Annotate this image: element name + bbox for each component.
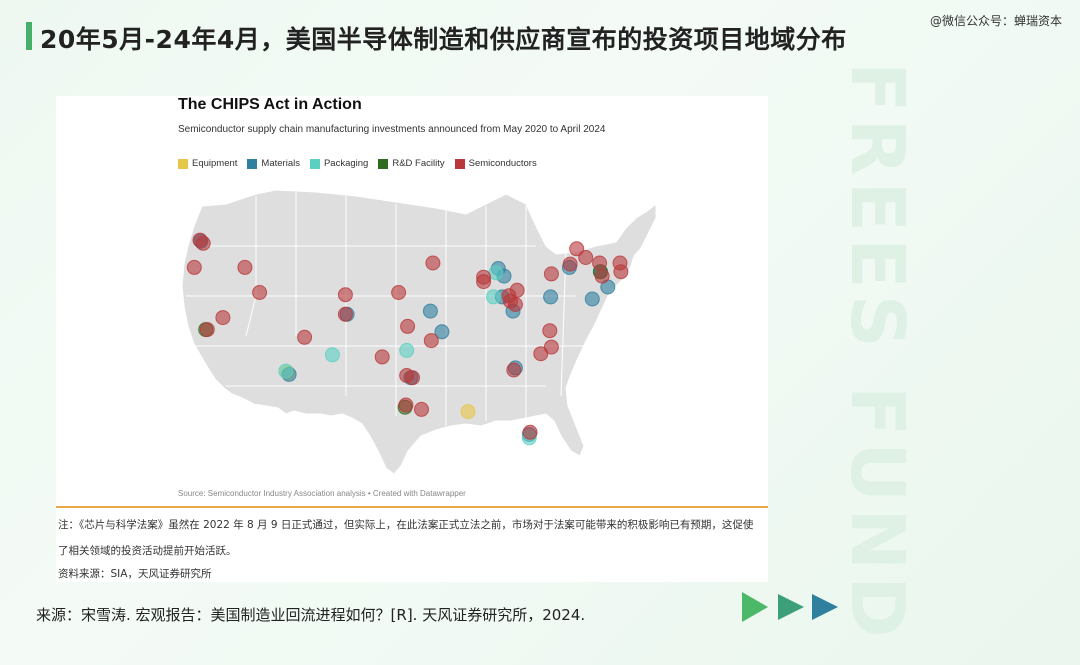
marker-semiconductors [425, 255, 441, 271]
map-source: Source: Semiconductor Industry Associati… [178, 489, 466, 498]
legend-label: Semiconductors [468, 158, 537, 169]
legend-label: Equipment [192, 158, 238, 169]
marker-semiconductors [337, 287, 353, 303]
legend-item-materials: Materials [247, 158, 300, 169]
marker-semiconductors [509, 282, 525, 298]
legend-swatch [454, 158, 465, 169]
marker-semiconductors [578, 250, 594, 265]
marker-semiconductors [594, 268, 610, 284]
marker-semiconductors [374, 349, 390, 365]
legend-swatch [178, 158, 188, 169]
arrow-icon [812, 594, 838, 620]
watermark-text: FREES FUND [834, 62, 920, 644]
marker-semiconductors [562, 256, 578, 272]
legend-label: R&D Facility [392, 158, 445, 169]
marker-semiconductors [199, 322, 215, 338]
map-title: The CHIPS Act in Action [178, 96, 362, 113]
marker-packaging [278, 363, 294, 379]
legend-swatch [247, 158, 258, 169]
marker-semiconductors [543, 339, 559, 355]
marker-materials [434, 324, 450, 340]
legend: Equipment Materials Packaging R&D Facili… [178, 158, 537, 169]
marker-semiconductors [414, 401, 429, 417]
note-text: 注：《芯片与科学法案》虽然在 2022 年 8 月 9 日正式通过，但实际上，在… [58, 519, 754, 557]
investment-markers [186, 232, 629, 446]
marker-semiconductors [507, 297, 523, 312]
marker-semiconductors [522, 424, 538, 440]
marker-equipment [460, 404, 476, 420]
arrow-icon [778, 594, 804, 620]
bottom-source: 来源：宋雪涛. 宏观报告：美国制造业回流进程如何？[R]. 天风证券研究所，20… [36, 606, 586, 624]
marker-semiconductors [569, 241, 585, 257]
marker-semiconductors [215, 310, 231, 326]
legend-swatch [378, 158, 389, 169]
arrow-icon [742, 592, 768, 622]
marker-packaging [324, 347, 340, 363]
marker-materials [543, 289, 559, 305]
marker-semiconductors [237, 259, 253, 275]
us-land-outline [181, 189, 657, 475]
marker-packaging [399, 342, 415, 358]
map-figure-card: The CHIPS Act in Action Semiconductor su… [56, 96, 768, 582]
marker-materials [584, 291, 600, 307]
legend-item-equipment: Equipment [178, 158, 237, 169]
page-title: 20年5月-24年4月，美国半导体制造和供应商宣布的投资项目地域分布 [40, 25, 847, 54]
us-map [181, 189, 657, 475]
wechat-account-label: @微信公众号：蝉瑞资本 [929, 14, 1062, 28]
map-subtitle: Semiconductor supply chain manufacturing… [178, 124, 606, 135]
marker-semiconductors [542, 323, 558, 339]
legend-item-rd-facility: R&D Facility [378, 158, 445, 169]
divider [56, 506, 768, 508]
marker-semiconductors [398, 397, 414, 413]
marker-semiconductors [186, 259, 202, 275]
marker-materials [422, 303, 438, 319]
marker-semiconductors [543, 266, 559, 282]
marker-packaging [485, 289, 501, 305]
marker-semiconductors [476, 269, 492, 285]
arrow-decoration [742, 592, 838, 622]
marker-semiconductors [533, 346, 549, 362]
legend-item-semiconductors: Semiconductors [454, 158, 537, 169]
marker-semiconductors [400, 318, 416, 334]
marker-semiconductors [297, 329, 313, 345]
legend-label: Packaging [323, 158, 369, 169]
marker-semiconductors [612, 255, 628, 271]
legend-label: Materials [261, 158, 300, 169]
legend-item-packaging: Packaging [309, 158, 369, 169]
marker-semiconductors [252, 285, 268, 300]
marker-semiconductors [423, 333, 439, 349]
marker-semiconductors [399, 368, 415, 383]
marker-semiconductors [337, 306, 353, 322]
marker-semiconductors [592, 255, 608, 271]
marker-semiconductors [391, 285, 407, 300]
data-source: 资料来源：SIA，天风证券研究所 [58, 568, 212, 580]
marker-semiconductors [195, 235, 211, 251]
legend-swatch [309, 158, 320, 169]
marker-semiconductors [506, 362, 522, 378]
title-accent-bar [26, 22, 32, 50]
